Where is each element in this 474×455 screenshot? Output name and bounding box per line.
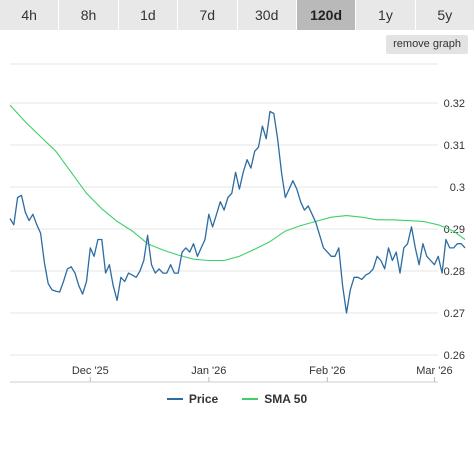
chart-legend: Price SMA 50 bbox=[0, 392, 474, 406]
tab-5y[interactable]: 5y bbox=[437, 7, 453, 23]
legend-label: SMA 50 bbox=[264, 392, 308, 406]
y-tick-label: 0.26 bbox=[444, 350, 465, 362]
tab-4h[interactable]: 4h bbox=[0, 0, 60, 30]
tab-120d[interactable]: 120d bbox=[296, 0, 357, 30]
x-tick-label: Feb '26 bbox=[309, 365, 345, 377]
legend-swatch bbox=[242, 398, 259, 400]
price-series-line bbox=[9, 110, 466, 314]
tab-30d[interactable]: 30d bbox=[238, 0, 297, 30]
legend-item-1[interactable]: SMA 50 bbox=[242, 392, 307, 406]
y-tick-label: 0.31 bbox=[444, 140, 465, 152]
y-tick-label: 0.28 bbox=[444, 266, 465, 278]
y-tick-label: 0.27 bbox=[444, 308, 465, 320]
sma50-series-line bbox=[9, 104, 466, 262]
x-tick-label: Mar '26 bbox=[416, 365, 452, 377]
timeframe-tabs: 4h 8h 1d 7d 30d 120d 1y 5y bbox=[0, 0, 474, 30]
tab-8h[interactable]: 8h bbox=[59, 0, 119, 30]
tab-1y[interactable]: 1y bbox=[356, 0, 416, 30]
remove-graph-button[interactable]: remove graph bbox=[386, 35, 468, 54]
legend-label: Price bbox=[188, 392, 219, 406]
y-tick-label: 0.32 bbox=[444, 98, 465, 110]
y-tick-label: 0.29 bbox=[444, 224, 465, 236]
x-tick-label: Dec '25 bbox=[72, 365, 109, 377]
legend-item-0[interactable]: Price bbox=[166, 392, 219, 406]
price-chart: 0.26 0.27 0.28 0.29 0.3 0.31 0.32 Dec '25 Jan '2… bbox=[9, 63, 466, 383]
x-tick-label: Jan '26 bbox=[191, 365, 226, 377]
legend-swatch bbox=[166, 398, 183, 400]
tab-1d[interactable]: 1d bbox=[119, 0, 179, 30]
y-tick-label: 0.3 bbox=[450, 182, 465, 194]
tab-7d[interactable]: 7d bbox=[178, 0, 238, 30]
